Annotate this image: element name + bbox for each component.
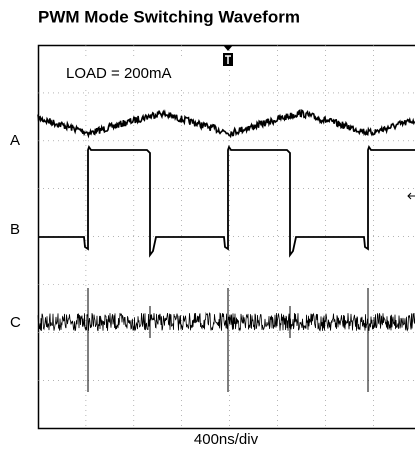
trigger-glyph xyxy=(225,55,231,64)
wave-c xyxy=(37,312,415,332)
annotation-bg xyxy=(62,60,184,86)
channel-label: C xyxy=(10,314,21,331)
x-label: 400ns/div xyxy=(194,431,259,448)
title: PWM Mode Switching Waveform xyxy=(38,7,300,26)
trigger-arrow xyxy=(223,45,233,51)
annotation: LOAD = 200mA xyxy=(66,65,171,82)
waveforms xyxy=(37,109,415,392)
channel-label: A xyxy=(10,132,20,149)
wave-a xyxy=(37,109,415,139)
wave-b xyxy=(38,144,415,258)
level-marker xyxy=(407,192,415,200)
channel-label: B xyxy=(10,221,20,238)
